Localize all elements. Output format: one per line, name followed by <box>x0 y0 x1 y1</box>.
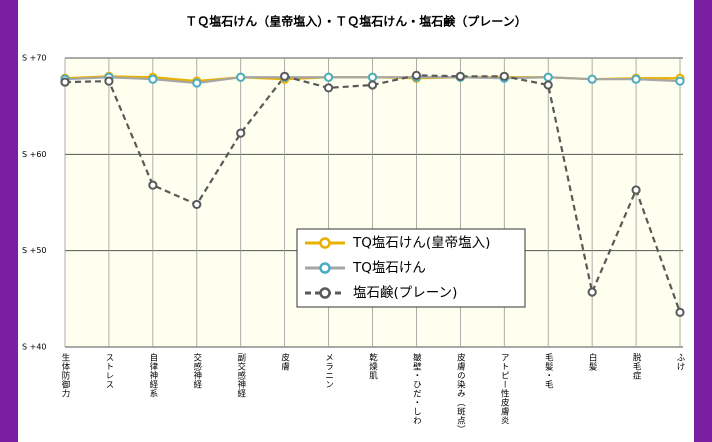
y-tick-label: S +40 <box>22 343 47 352</box>
y-tick-label: S +50 <box>22 246 47 255</box>
marker <box>323 72 334 82</box>
marker <box>367 72 378 82</box>
x-tick-label: 副交感神経 <box>236 352 246 398</box>
marker <box>148 74 158 84</box>
marker <box>455 71 465 81</box>
marker <box>367 80 378 90</box>
x-tick-label: 白髪 <box>587 352 597 371</box>
marker <box>192 78 202 88</box>
x-tick-label: 脱毛症 <box>631 352 641 380</box>
x-tick-label: 皮膚の染み（斑点） <box>455 352 465 434</box>
x-tick-label: 皮膚 <box>280 352 290 371</box>
x-tick-label: 交感神経 <box>192 352 202 389</box>
x-tick-label: アトピー性皮膚炎 <box>499 353 509 425</box>
x-tick-label: 皺壁・ひだ・しわ <box>411 352 421 425</box>
x-tick-label: メラニン <box>324 353 334 389</box>
legend-label: 塩石鹸(プレーン) <box>353 285 457 301</box>
marker <box>587 74 597 84</box>
marker <box>411 70 422 80</box>
legend-marker <box>319 287 331 299</box>
marker <box>543 72 553 82</box>
chart-title: ＴＱ塩石けん（皇帝塩入）・ＴＱ塩石けん・塩石鹸（プレーン） <box>185 14 526 29</box>
marker <box>631 185 641 195</box>
marker <box>148 180 158 190</box>
marker <box>280 71 290 81</box>
marker <box>499 71 509 81</box>
legend-label: TQ塩石けん <box>352 260 426 276</box>
left-border <box>0 0 18 442</box>
x-tick-label: 乾燥肌 <box>368 352 378 380</box>
x-tick-label: 生体防御力 <box>60 352 70 398</box>
marker <box>236 72 246 82</box>
marker <box>631 74 641 84</box>
marker <box>104 76 114 86</box>
marker <box>675 76 685 86</box>
marker <box>675 307 685 317</box>
series-line <box>64 74 682 313</box>
x-tick-label: ストレス <box>104 353 114 389</box>
y-tick-label: S +60 <box>22 150 47 159</box>
x-tick-label: 毛髪・毛 <box>543 352 553 389</box>
x-tick-label: 自律神経系 <box>148 352 158 398</box>
marker <box>60 77 70 87</box>
marker <box>236 128 246 138</box>
y-tick-label: S +70 <box>22 54 47 63</box>
marker <box>543 80 553 90</box>
legend-marker <box>319 237 331 249</box>
legend-marker <box>319 262 331 274</box>
marker <box>323 83 334 93</box>
marker <box>192 199 202 210</box>
right-border <box>694 0 712 442</box>
legend-label: TQ塩石けん(皇帝塩入) <box>352 235 490 251</box>
marker <box>587 287 597 297</box>
x-tick-label: ふけ <box>675 353 685 371</box>
